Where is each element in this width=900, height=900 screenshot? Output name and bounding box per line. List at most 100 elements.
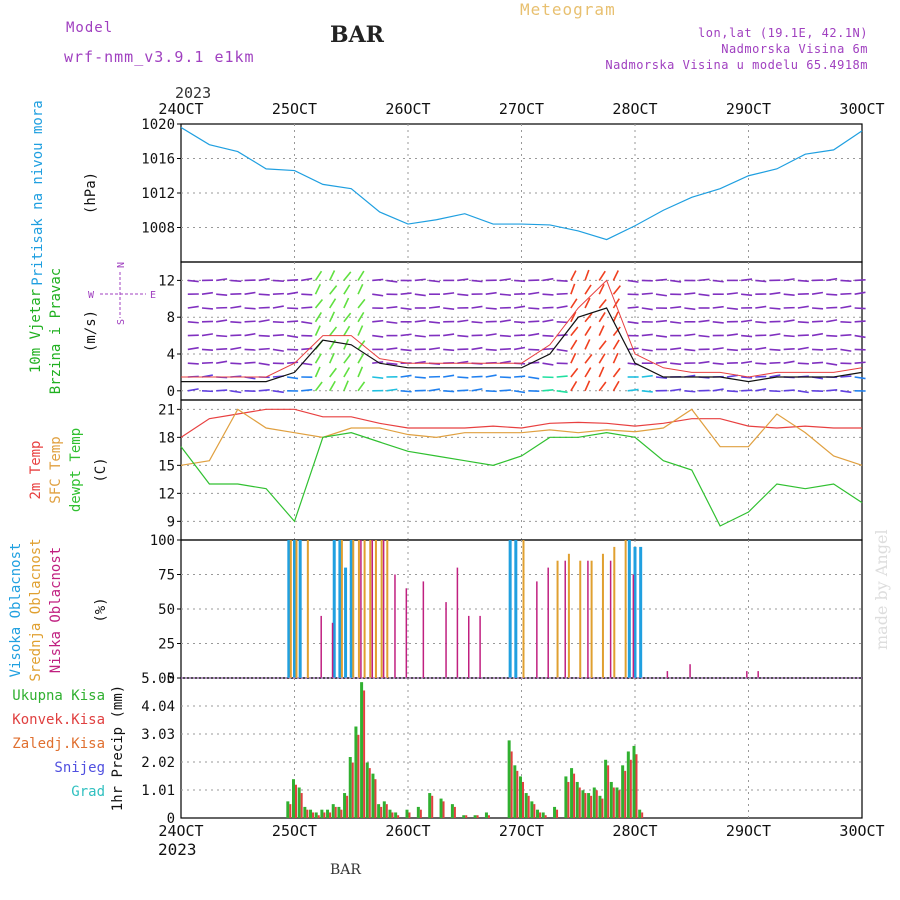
wind-barb <box>755 321 767 324</box>
wind-barb <box>187 346 199 351</box>
wind-barb <box>840 321 852 324</box>
wind-barb <box>598 366 605 378</box>
wind-barb <box>272 292 284 295</box>
precip-conv-bar <box>612 787 615 818</box>
precip-conv-bar <box>516 770 519 818</box>
precip-conv-bar <box>584 793 587 818</box>
wind-barb <box>556 348 568 352</box>
wind-barb <box>627 279 639 283</box>
precip-conv-bar <box>323 812 326 818</box>
cloud-unit-label: (%) <box>93 597 109 622</box>
y-tick-label-2: 15 <box>158 458 175 474</box>
y-tick-label-4: 0 <box>167 811 175 827</box>
wind-barb <box>428 305 441 309</box>
model-name: wrf-nmm_v3.9.1 e1km <box>64 48 255 66</box>
wind-barb <box>741 376 753 379</box>
precip-conv-bar <box>300 793 303 818</box>
wind-barb <box>244 320 256 323</box>
year-label-bottom: 2023 <box>158 840 197 859</box>
precip-conv-bar <box>573 773 576 818</box>
wind-barb <box>684 390 696 393</box>
wind-barb <box>726 374 738 378</box>
precip-legend-item: Zaledj.Kisa <box>12 736 105 752</box>
precip-conv-bar <box>567 781 570 818</box>
wind-barb <box>826 362 838 366</box>
wind-barb <box>826 389 838 392</box>
wind-barb <box>542 334 554 337</box>
wind-barb <box>499 319 511 323</box>
wind-barb <box>641 292 653 295</box>
precip-conv-bar <box>357 734 360 818</box>
cloud-bar-2 <box>536 581 538 678</box>
wind-barb <box>301 388 313 392</box>
wind-barb <box>584 380 591 392</box>
cloud-bar-1 <box>363 540 366 678</box>
wind-barb <box>314 270 323 281</box>
precip-conv-bar <box>510 751 513 818</box>
wind-barb <box>670 306 682 309</box>
wind-barb <box>840 390 852 394</box>
wind-barb <box>499 293 511 296</box>
cloud-bar-0 <box>332 540 336 678</box>
wind-barb <box>712 362 724 365</box>
wind-speed-line <box>181 307 863 383</box>
precip-bar <box>530 801 534 818</box>
model-label: Model <box>66 20 114 36</box>
y-tick-label-2: 18 <box>158 430 175 446</box>
wind-barb <box>230 346 242 351</box>
precip-legend-item: Konvek.Kisa <box>12 712 105 728</box>
wind-barb <box>301 347 313 351</box>
pressure-unit-label: (hPa) <box>83 172 99 214</box>
y-tick-label-0: 1012 <box>141 186 175 202</box>
precip-conv-bar <box>578 787 581 818</box>
wind-barb <box>301 293 313 296</box>
wind-barb <box>216 293 228 296</box>
precip-bar <box>638 809 642 818</box>
wind-barb <box>769 307 781 310</box>
wind-barb <box>372 319 384 323</box>
wind-unit-label: (m/s) <box>83 310 99 352</box>
precip-conv-bar <box>334 806 337 818</box>
precip-conv-bar <box>601 798 604 818</box>
cloud-bar-1 <box>369 540 372 678</box>
wind-barb <box>670 347 682 351</box>
wind-barb <box>244 307 256 310</box>
wind-barb <box>201 390 214 393</box>
temp-unit-label: (C) <box>93 457 109 482</box>
location-label: lon,lat (19.1E, 42.1N) <box>698 26 868 40</box>
wind-barb <box>528 376 540 380</box>
precip-conv-bar <box>590 795 593 818</box>
wind-barb <box>187 279 199 283</box>
y-tick-label-0: 1008 <box>141 221 175 237</box>
cloud-bar-1 <box>357 540 360 678</box>
wind-barb <box>542 277 554 282</box>
cloud-bar-2 <box>371 540 374 678</box>
wind-barb <box>556 321 568 324</box>
wind-barb <box>343 367 351 378</box>
precip-bar <box>536 809 540 818</box>
wind-barb <box>570 367 579 378</box>
wind-barb <box>783 360 795 364</box>
wind-barb <box>684 307 696 311</box>
wind-barb <box>598 270 606 281</box>
wind-barb <box>769 291 781 295</box>
wind-barb <box>741 278 753 282</box>
wind-barb <box>826 347 838 351</box>
cloud-bar-0 <box>349 540 353 678</box>
wind-barb <box>556 334 568 337</box>
wind-barb <box>216 360 228 364</box>
year-label-top: 2023 <box>175 84 211 102</box>
time-tick-bottom: 25OCT <box>272 822 317 840</box>
wind-barb <box>428 321 441 324</box>
wind-barb <box>598 325 605 336</box>
panel-frame-2 <box>180 399 863 541</box>
wind-barb <box>301 321 313 325</box>
precip-bar <box>507 740 511 818</box>
time-tick-top: 27OCT <box>499 100 544 118</box>
temp-series-0 <box>180 408 862 438</box>
wind-barb <box>499 348 511 351</box>
wind-barb <box>698 360 710 364</box>
precip-conv-bar <box>419 809 422 818</box>
wind-barb <box>386 347 398 351</box>
wind-barb <box>612 380 620 392</box>
